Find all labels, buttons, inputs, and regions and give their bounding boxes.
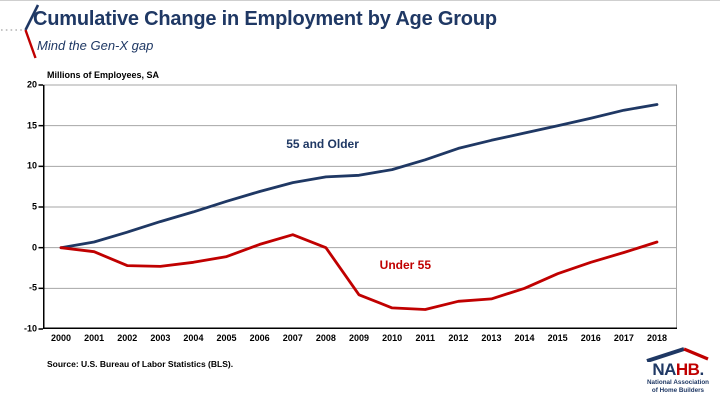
series-label-55-and-older: 55 and Older <box>286 136 359 151</box>
logo-text-hb: HB <box>675 360 700 379</box>
logo-text-na: NA <box>652 360 676 379</box>
x-tick-label: 2002 <box>117 333 138 343</box>
y-axis-units-label: Millions of Employees, SA <box>47 70 160 80</box>
source-note: Source: U.S. Bureau of Labor Statistics … <box>47 359 234 369</box>
page-subtitle: Mind the Gen-X gap <box>37 38 154 53</box>
series-label-under-55: Under 55 <box>379 257 432 272</box>
roof-right-red <box>683 347 709 361</box>
roof-left-navy <box>646 347 685 362</box>
x-tick-label: 2006 <box>249 333 270 343</box>
deco-navy-stroke <box>24 4 40 31</box>
series-line-under-55 <box>59 233 659 311</box>
x-tick-label: 2003 <box>150 333 171 343</box>
y-tick-label: 15 <box>26 120 37 131</box>
x-tick-label: 2009 <box>348 333 370 343</box>
x-tick-label: 2005 <box>216 333 237 343</box>
x-tick-label: 2014 <box>514 333 535 343</box>
x-tick-label: 2010 <box>382 333 403 343</box>
deco-red-stroke <box>24 29 37 59</box>
corner-accent-icon <box>1 4 40 59</box>
series-line-55-and-older <box>59 103 659 250</box>
line-chart <box>38 84 677 330</box>
x-tick-label: 2001 <box>84 333 105 343</box>
logo-acronym: NAHB. <box>642 361 714 378</box>
y-tick-label: 5 <box>31 201 37 212</box>
y-tick-label: 10 <box>26 160 37 171</box>
x-tick-label: 2016 <box>580 333 601 343</box>
y-tick-label: -10 <box>23 323 37 334</box>
chart-plot-area <box>38 84 677 330</box>
logo-tagline-line2: of Home Builders <box>651 386 705 394</box>
nahb-logo: NAHB. National Association of Home Build… <box>642 346 714 394</box>
roof-icon <box>646 347 709 362</box>
logo-period: . <box>699 360 704 379</box>
x-tick-label: 2004 <box>183 333 204 343</box>
logo-tagline-line1: National Association <box>646 379 710 386</box>
x-tick-label: 2011 <box>415 333 435 343</box>
y-tick-label: 20 <box>26 79 37 90</box>
x-tick-label: 2015 <box>547 333 568 343</box>
x-tick-label: 2007 <box>282 333 303 343</box>
logo-tagline: National Association of Home Builders <box>642 379 714 394</box>
x-tick-label: 2012 <box>448 333 469 343</box>
x-tick-label: 2017 <box>613 333 634 343</box>
page-title: Cumulative Change in Employment by Age G… <box>33 8 497 30</box>
x-tick-label: 2008 <box>315 333 336 343</box>
y-tick-label: 0 <box>31 242 37 253</box>
x-tick-label: 2000 <box>50 333 72 343</box>
x-tick-label: 2018 <box>646 333 668 343</box>
y-tick-label: -5 <box>28 282 37 293</box>
x-tick-label: 2013 <box>481 333 502 343</box>
